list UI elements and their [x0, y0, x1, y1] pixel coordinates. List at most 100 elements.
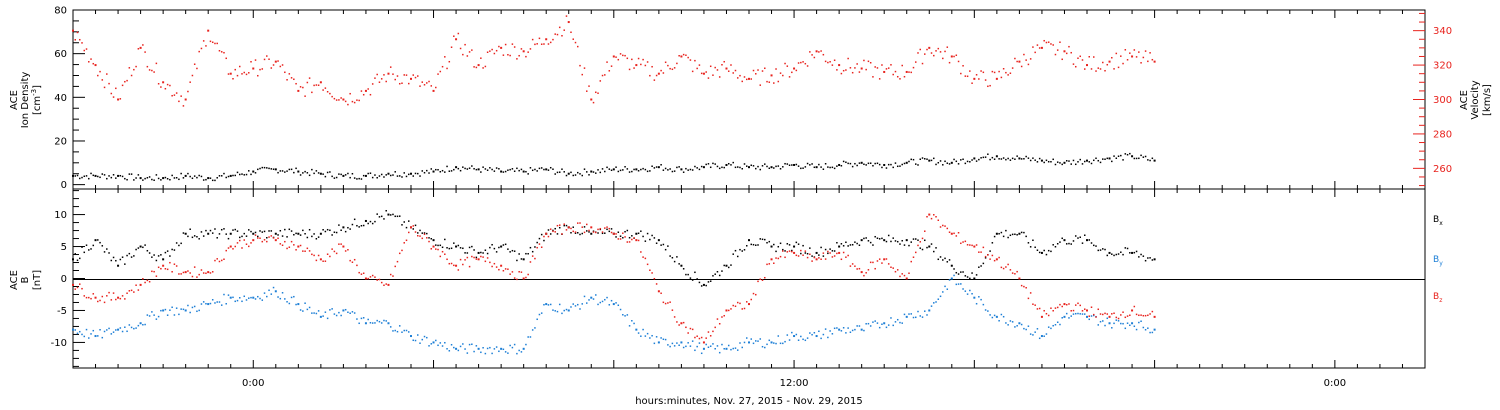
data-point [297, 89, 300, 92]
trace-dot [984, 79, 987, 81]
data-point [432, 341, 435, 344]
trace-dot [953, 158, 955, 161]
trace-dot [1052, 309, 1054, 312]
trace-dot [624, 315, 626, 317]
trace-dot [369, 220, 372, 223]
trace-dot [315, 238, 318, 240]
trace-dot [83, 251, 86, 254]
trace-dot [489, 50, 491, 52]
trace-dot [773, 243, 775, 246]
trace-dot [308, 250, 311, 252]
data-point [410, 335, 412, 338]
trace-dot [171, 306, 173, 309]
trace-dot [421, 170, 424, 172]
trace-dot [727, 70, 730, 72]
data-point [657, 341, 660, 344]
trace-dot [1007, 263, 1009, 266]
trace-dot [238, 297, 241, 299]
trace-dot [1025, 328, 1027, 331]
trace-dot [935, 247, 937, 249]
trace-dot [473, 350, 475, 353]
trace-dot [302, 172, 304, 174]
trace-dot [597, 232, 599, 234]
trace-dot [917, 239, 919, 241]
trace-dot [714, 347, 716, 350]
trace-dot [157, 266, 160, 269]
trace-dot [966, 276, 969, 278]
trace-dot [1104, 158, 1106, 160]
trace-dot [441, 246, 444, 249]
data-point [793, 335, 796, 338]
trace-dot [153, 179, 155, 181]
trace-dot [1009, 72, 1012, 74]
trace-dot [493, 52, 496, 55]
trace-dot [649, 337, 651, 339]
trace-dot [430, 85, 433, 87]
trace-dot [302, 310, 304, 312]
trace-dot [441, 169, 444, 172]
trace-dot [588, 229, 590, 232]
trace-dot [110, 259, 113, 262]
trace-dot [1061, 58, 1063, 61]
data-point [748, 303, 750, 306]
trace-dot [189, 311, 191, 314]
trace-dot [786, 65, 789, 67]
trace-dot [133, 68, 135, 71]
trace-dot [561, 233, 563, 235]
trace-dot [428, 345, 430, 347]
trace-dot [112, 174, 115, 176]
trace-dot [79, 330, 81, 333]
trace-dot [957, 283, 960, 285]
trace-dot [691, 169, 694, 171]
data-point [1131, 155, 1134, 158]
trace-dot [101, 245, 104, 247]
data-point [162, 81, 165, 84]
trace-dot [281, 64, 284, 66]
trace-dot [1138, 51, 1140, 53]
trace-dot [495, 49, 498, 52]
trace-dot [583, 295, 586, 298]
data-point [1063, 239, 1066, 242]
trace-dot [1050, 327, 1052, 330]
trace-dot [1126, 153, 1129, 156]
trace-dot [854, 241, 856, 243]
trace-dot [957, 60, 960, 63]
trace-dot [592, 101, 595, 104]
trace-dot [628, 241, 631, 243]
trace-dot [696, 67, 698, 70]
trace-dot [829, 330, 831, 332]
trace-dot [800, 167, 802, 170]
y-tick-label: 60 [54, 49, 67, 60]
trace-dot [1102, 320, 1104, 322]
trace-dot [205, 45, 207, 47]
trace-dot [306, 172, 309, 174]
trace-dot [243, 174, 246, 176]
trace-dot [842, 160, 845, 163]
trace-dot [374, 77, 376, 79]
trace-dot [211, 179, 214, 182]
trace-dot [964, 240, 967, 243]
trace-dot [241, 300, 243, 303]
trace-dot [741, 308, 743, 310]
trace-dot [935, 216, 937, 218]
y-tick-label: 300 [1433, 95, 1452, 106]
trace-dot [1147, 314, 1149, 317]
trace-dot [326, 228, 329, 231]
trace-dot [885, 258, 888, 260]
trace-dot [130, 289, 133, 292]
trace-dot [356, 178, 358, 180]
trace-dot [804, 166, 807, 168]
trace-dot [362, 272, 365, 275]
trace-dot [624, 236, 626, 238]
trace-dot [691, 70, 694, 73]
trace-dot [471, 245, 473, 248]
trace-dot [912, 158, 915, 161]
trace-dot [119, 297, 122, 300]
trace-dot [353, 258, 356, 261]
trace-dot [1050, 250, 1052, 253]
trace-dot [1093, 314, 1095, 317]
trace-dot [827, 166, 829, 168]
trace-dot [1016, 325, 1018, 327]
trace-dot [1050, 307, 1052, 309]
trace-dot [935, 50, 937, 52]
